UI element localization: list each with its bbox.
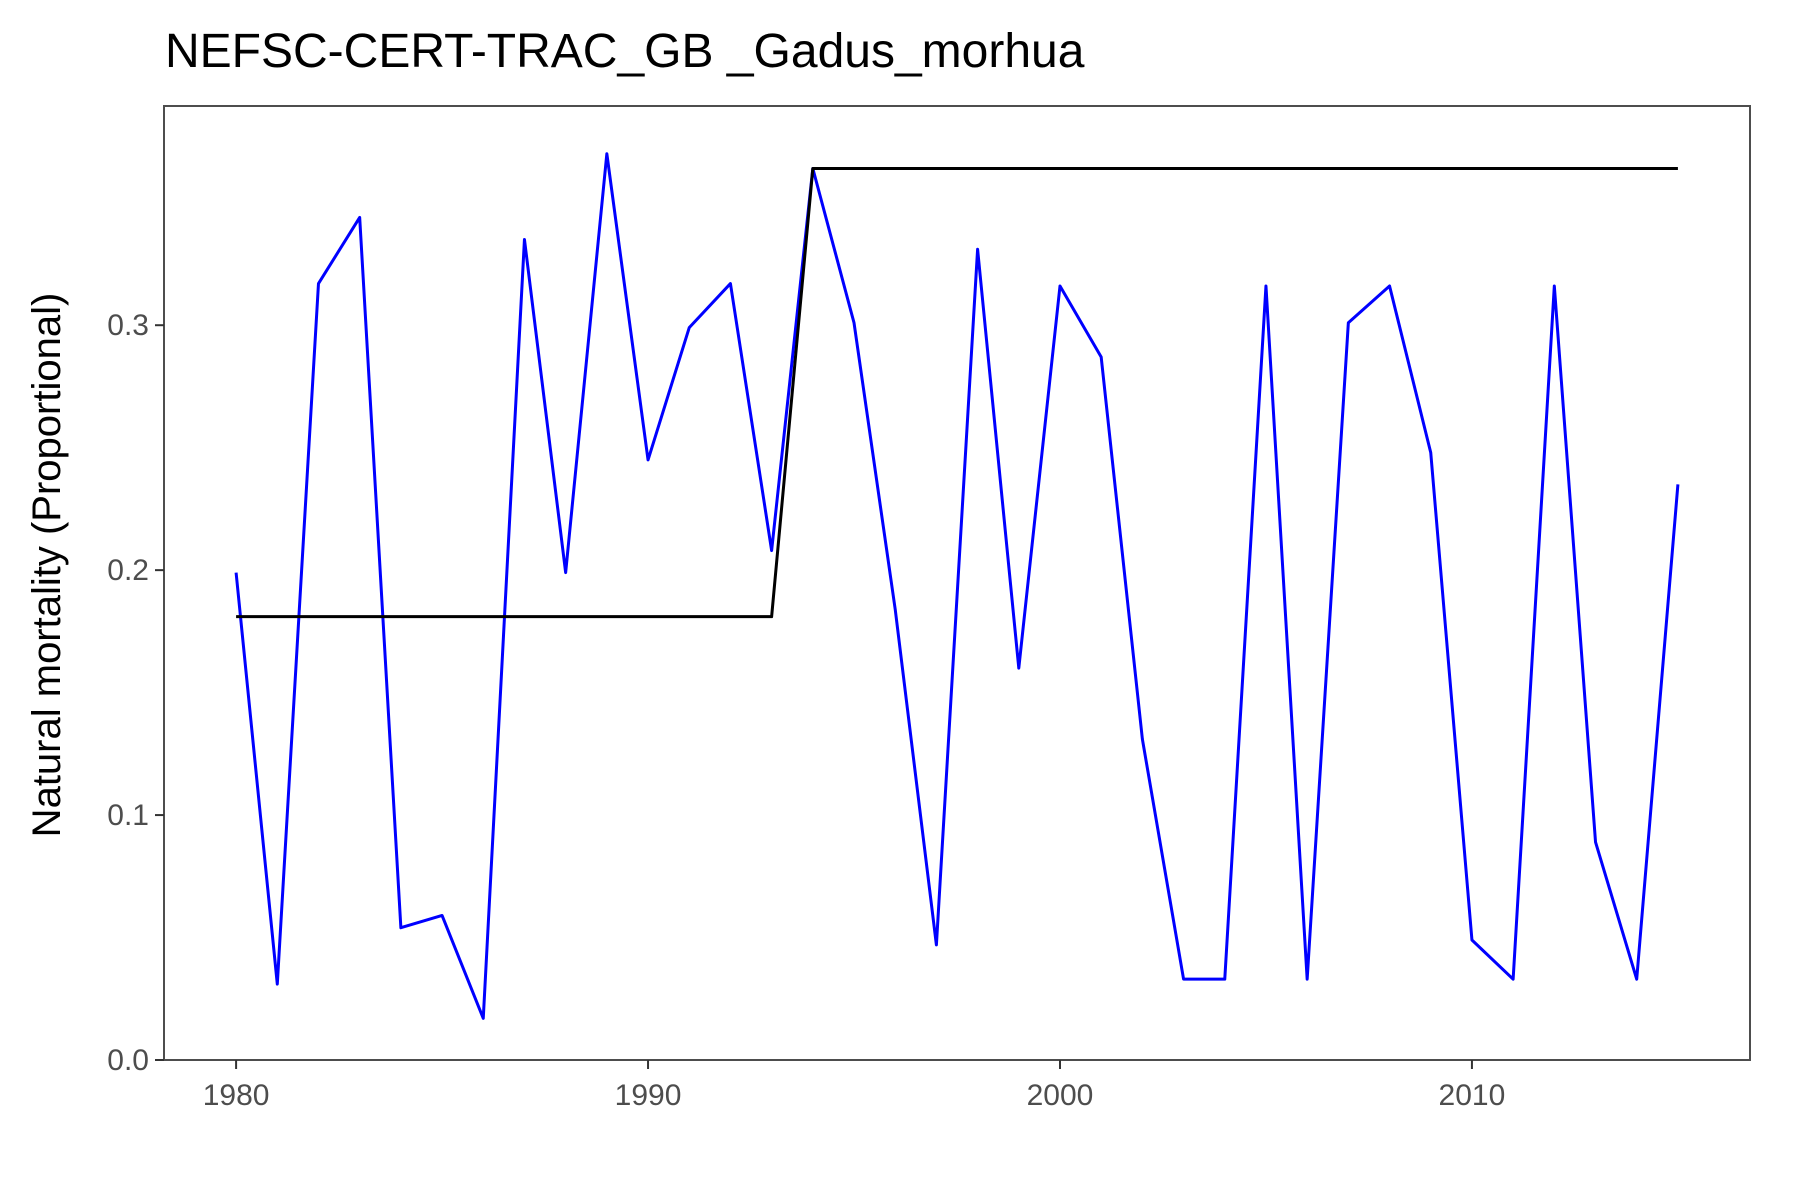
x-tick-label: 1990: [615, 1079, 682, 1112]
series-line-1: [234, 152, 1680, 1020]
x-tick-label: 2010: [1439, 1079, 1506, 1112]
series-layer: [234, 152, 1680, 1020]
x-tick-label: 2000: [1027, 1079, 1094, 1112]
x-axis: 1980 1990 2000 2010: [203, 1060, 1506, 1112]
y-axis-label: Natural mortality (Proportional): [25, 293, 69, 838]
series-line-2: [236, 166, 1678, 619]
plot-panel: [163, 105, 1751, 1061]
y-tick-label: 0.1: [107, 799, 149, 832]
chart-title: NEFSC-CERT-TRAC_GB _Gadus_morhua: [165, 25, 1085, 78]
y-axis: 0.0 0.1 0.2 0.3: [107, 309, 164, 1077]
y-tick-label: 0.2: [107, 554, 149, 587]
y-tick-label: 0.0: [107, 1044, 149, 1077]
x-tick-label: 1980: [203, 1079, 270, 1112]
y-tick-label: 0.3: [107, 309, 149, 342]
